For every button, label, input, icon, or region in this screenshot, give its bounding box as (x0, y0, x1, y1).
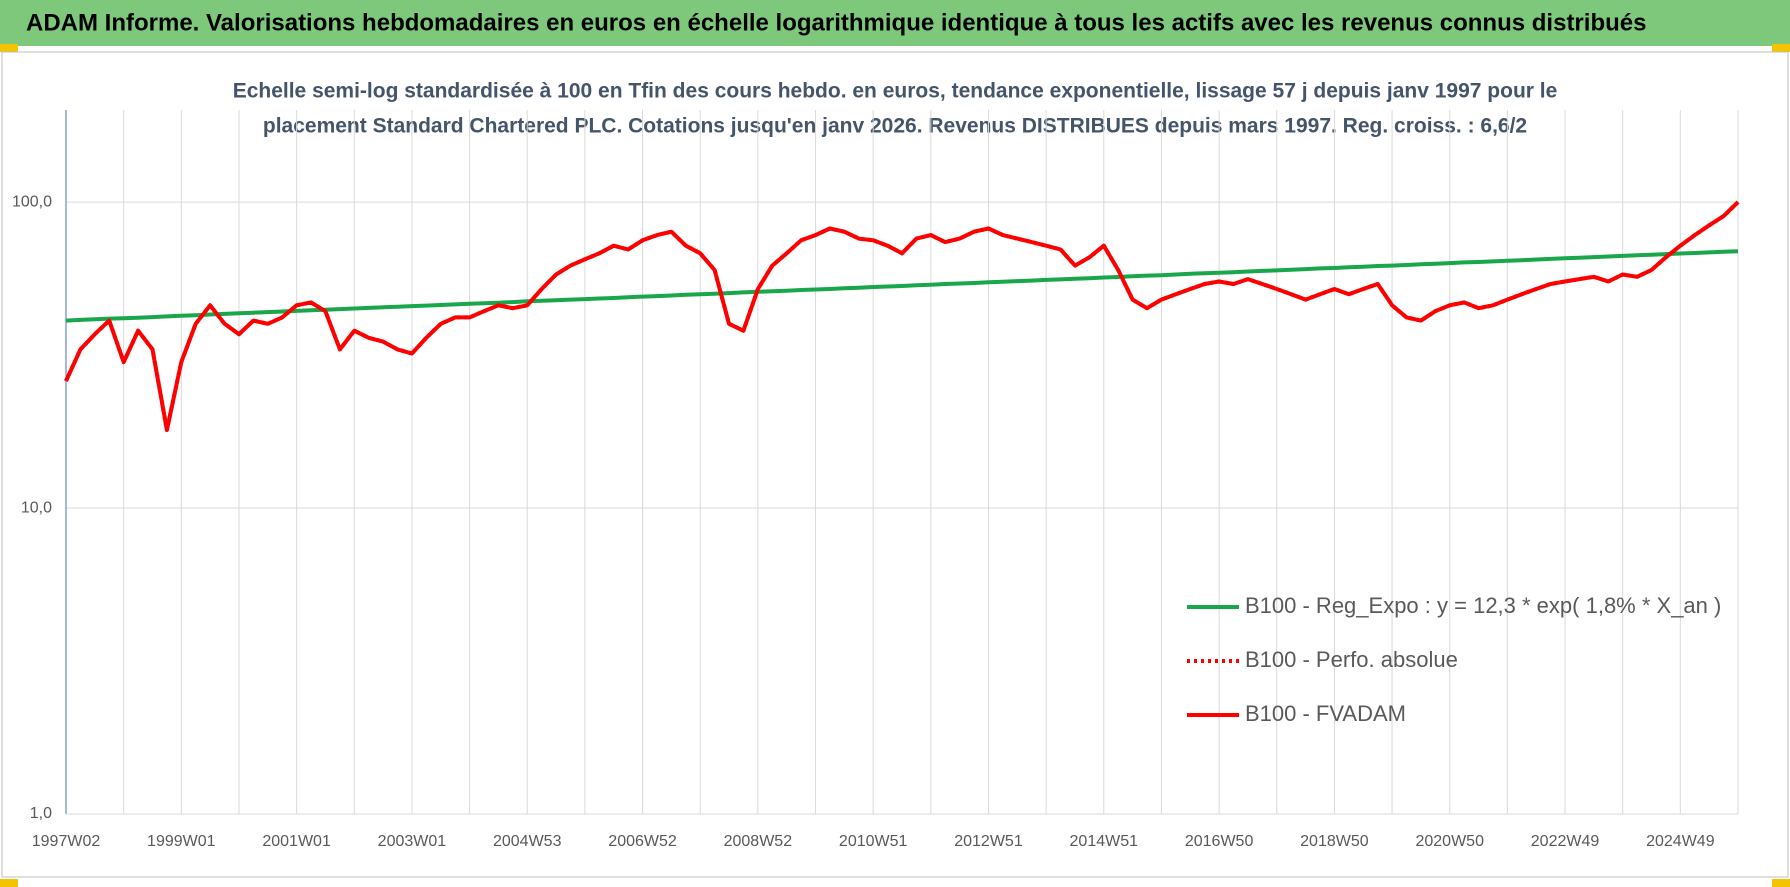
header-bar (0, 0, 1790, 46)
header-title: ADAM Informe. Valorisations hebdomadaire… (26, 9, 1646, 36)
corner (0, 879, 18, 887)
x-tick-label: 2024W49 (1646, 833, 1715, 850)
chart-title: Echelle semi-log standardisée à 100 en T… (233, 80, 1558, 103)
series-line (64, 200, 1740, 432)
y-tick-label: 1,0 (30, 805, 52, 822)
plot (64, 200, 1740, 432)
x-tick-label: 2022W49 (1531, 833, 1600, 850)
x-tick-label: 2008W52 (724, 833, 793, 850)
x-tick-label: 2014W51 (1070, 833, 1139, 850)
chart-title: placement Standard Chartered PLC. Cotati… (263, 115, 1527, 138)
y-tick-label: 10,0 (21, 499, 52, 516)
corner (1772, 44, 1790, 52)
x-tick-label: 2020W50 (1415, 833, 1484, 850)
x-tick-label: 2012W51 (954, 833, 1023, 850)
x-tick-label: 2003W01 (378, 833, 447, 850)
chart-frame (1, 51, 1789, 878)
series-line (65, 249, 1739, 323)
corner (0, 44, 18, 52)
y-tick-label: 100,0 (12, 193, 52, 210)
legend-label: B100 - Perfo. absolue (1245, 647, 1458, 672)
grid: 1997W02 1999W01 2001W01 2003W01 2004W53 2006W… (12, 110, 1739, 850)
x-tick-label: 1999W01 (147, 833, 216, 850)
x-tick-label: 2010W51 (839, 833, 908, 850)
legend-label: B100 - FVADAM (1245, 701, 1406, 726)
x-tick-label: 2001W01 (262, 833, 331, 850)
x-tick-label: 2016W50 (1185, 833, 1254, 850)
legend: B100 - Reg_Expo : y = 12,3 * exp( 1,8% *… (1187, 593, 1721, 726)
corner (1772, 879, 1790, 887)
x-tick-label: 2004W53 (493, 833, 562, 850)
x-tick-label: 2018W50 (1300, 833, 1369, 850)
legend-label: B100 - Reg_Expo : y = 12,3 * exp( 1,8% *… (1245, 593, 1721, 618)
x-tick-label: 1997W02 (32, 833, 101, 850)
x-tick-label: 2006W52 (608, 833, 677, 850)
